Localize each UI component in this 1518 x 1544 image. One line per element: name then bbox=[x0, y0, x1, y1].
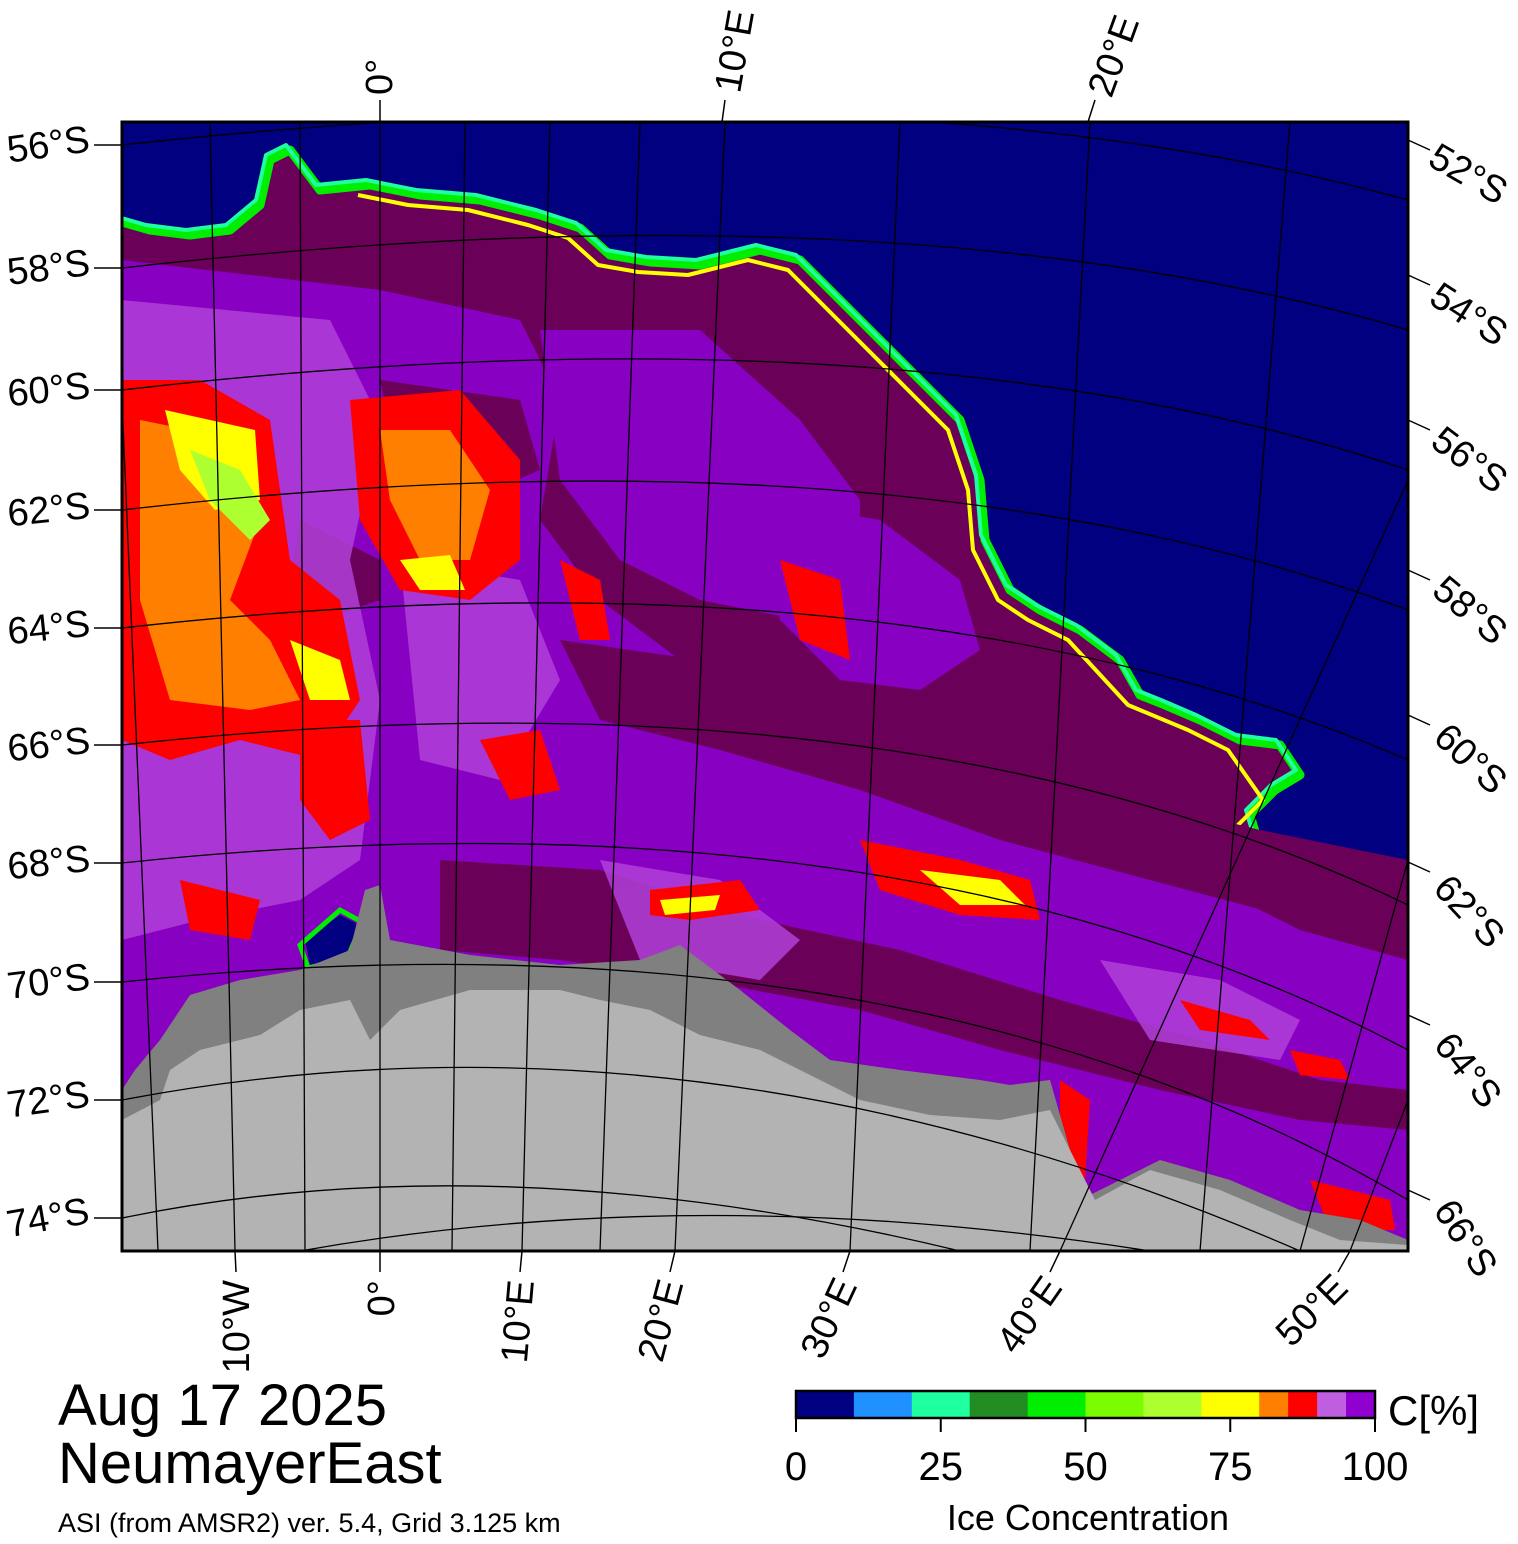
longitude-lines bbox=[122, 122, 1408, 1251]
lat-label-right: 54°S bbox=[1422, 275, 1514, 355]
colorbar-swatch bbox=[969, 1391, 1029, 1418]
colorbar-swatch bbox=[853, 1391, 913, 1418]
open-ocean bbox=[122, 122, 1408, 905]
colorbar-tick-label: 50 bbox=[1063, 1445, 1108, 1489]
colorbar-swatch bbox=[1143, 1391, 1202, 1418]
ice-edge-inner bbox=[357, 193, 1340, 917]
lat-label-right: 64°S bbox=[1425, 1025, 1509, 1116]
colorbar-swatch bbox=[1346, 1391, 1376, 1418]
graticule-ticks bbox=[94, 99, 1431, 1273]
lon-label-bottom: 50°E bbox=[1268, 1267, 1356, 1355]
colorbar-swatch bbox=[796, 1391, 855, 1418]
lon-label-top: 10°E bbox=[707, 7, 763, 96]
map-date: Aug 17 2025 bbox=[58, 1373, 387, 1438]
lat-label-right: 58°S bbox=[1424, 568, 1514, 653]
lat-label-right: 60°S bbox=[1426, 716, 1515, 803]
lat-label-left: 58°S bbox=[5, 242, 92, 294]
colorbar-swatch bbox=[1085, 1391, 1144, 1418]
colorbar-tick-label: 100 bbox=[1342, 1445, 1409, 1489]
right-latitude-labels: 52°S 54°S 56°S 58°S 60°S 62°S 64°S 66°S bbox=[1422, 136, 1515, 1285]
bottom-longitude-labels: 10°W 0° 10°E 20°E 30°E 40°E 50°E bbox=[216, 1267, 1356, 1374]
colorbar-swatch bbox=[1317, 1391, 1347, 1418]
colorbar: 0 25 50 75 100 C[%] Ice Concentration bbox=[785, 1387, 1479, 1538]
colorbar-swatch bbox=[1259, 1391, 1289, 1418]
lat-label-left: 66°S bbox=[5, 720, 92, 770]
ice-edge-outer bbox=[122, 143, 1406, 902]
colorbar-unit: C[%] bbox=[1388, 1387, 1479, 1434]
colorbar-tick-label: 0 bbox=[785, 1445, 807, 1489]
lon-label-bottom: 20°E bbox=[630, 1275, 692, 1366]
lon-label-bottom: 10°W bbox=[216, 1280, 258, 1373]
colorbar-swatch bbox=[911, 1391, 971, 1418]
latitude-lines bbox=[122, 122, 1408, 1251]
colorbar-label: Ice Concentration bbox=[947, 1497, 1229, 1538]
lon-label-bottom: 30°E bbox=[793, 1272, 866, 1365]
lat-label-left: 70°S bbox=[5, 956, 92, 1008]
map-area bbox=[122, 122, 1408, 1251]
lon-label-bottom: 10°E bbox=[494, 1278, 543, 1364]
map-frame bbox=[120, 120, 1410, 1253]
lon-label-top: 0° bbox=[359, 59, 401, 95]
lat-label-right: 52°S bbox=[1422, 136, 1515, 214]
colorbar-swatches bbox=[796, 1391, 1376, 1418]
colorbar-swatch bbox=[1288, 1391, 1318, 1418]
left-latitude-labels: 56°S 58°S 60°S 62°S 64°S 66°S 68°S 70°S … bbox=[3, 119, 92, 1246]
lat-label-left: 64°S bbox=[5, 603, 92, 653]
lat-label-right: 66°S bbox=[1425, 1192, 1505, 1284]
map-region: NeumayerEast bbox=[58, 1431, 442, 1496]
lon-label-top: 20°E bbox=[1080, 10, 1148, 102]
lat-label-left: 60°S bbox=[5, 365, 92, 415]
map-source: ASI (from AMSR2) ver. 5.4, Grid 3.125 km bbox=[58, 1508, 561, 1538]
colorbar-tick-label: 25 bbox=[919, 1445, 964, 1489]
lat-label-right: 56°S bbox=[1424, 419, 1515, 502]
lat-label-left: 68°S bbox=[5, 838, 92, 888]
top-longitude-labels: 0° 10°E 20°E bbox=[359, 7, 1148, 102]
colorbar-swatch bbox=[1201, 1391, 1260, 1418]
colorbar-swatch bbox=[1027, 1391, 1086, 1418]
colorbar-tick-label: 75 bbox=[1208, 1445, 1253, 1489]
colorbar-ticks bbox=[795, 1418, 1376, 1432]
lat-label-left: 74°S bbox=[3, 1190, 92, 1246]
lat-label-left: 56°S bbox=[4, 119, 92, 172]
lat-label-left: 72°S bbox=[4, 1074, 92, 1127]
lon-label-bottom: 0° bbox=[361, 1280, 403, 1316]
lat-label-left: 62°S bbox=[5, 485, 92, 535]
lon-label-bottom: 40°E bbox=[989, 1269, 1071, 1361]
lat-label-right: 62°S bbox=[1425, 867, 1512, 956]
